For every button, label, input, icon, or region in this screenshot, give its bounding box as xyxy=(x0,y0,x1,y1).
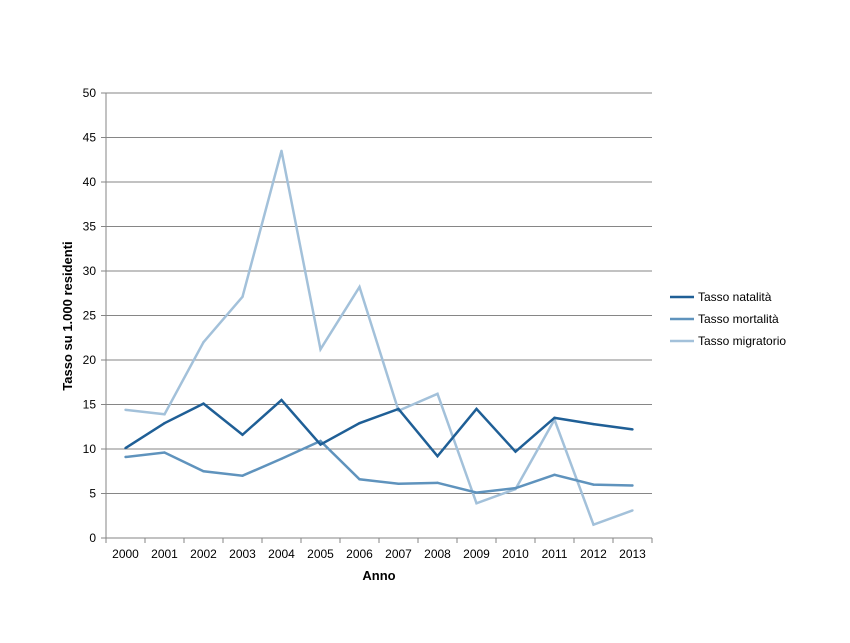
data-point xyxy=(514,486,517,490)
x-tick-label: 2007 xyxy=(385,547,412,561)
x-tick-label: 2013 xyxy=(619,547,646,561)
data-point xyxy=(319,348,322,351)
series-lines xyxy=(124,149,634,527)
data-point xyxy=(202,470,205,473)
legend-label: Tasso migratorio xyxy=(698,334,786,348)
x-tick-label: 2010 xyxy=(502,547,529,561)
axes: 0 5 10 15 20 25 30 35 40 45 50 2000 2001 2002 2003 2004… xyxy=(83,86,653,561)
data-point xyxy=(475,491,478,494)
data-point xyxy=(241,433,244,436)
data-point xyxy=(202,341,205,344)
data-point xyxy=(280,398,283,402)
x-tick-label: 2008 xyxy=(424,547,451,561)
x-tick-label: 2011 xyxy=(542,547,568,561)
x-tick-label: 2000 xyxy=(112,547,139,561)
x-tick-label: 2004 xyxy=(268,547,295,561)
x-axis-label: Anno xyxy=(362,568,395,583)
data-point xyxy=(553,416,556,420)
data-point xyxy=(358,421,361,425)
data-point xyxy=(397,482,400,485)
x-tick-label: 2003 xyxy=(229,547,256,561)
series-line-1 xyxy=(125,439,633,494)
data-point xyxy=(631,484,634,487)
data-point xyxy=(514,450,517,453)
y-tick-label: 30 xyxy=(83,264,97,278)
y-tick-label: 15 xyxy=(83,398,97,412)
legend-label: Tasso mortalità xyxy=(698,312,779,326)
y-axis-label: Tasso su 1.000 residenti xyxy=(60,241,75,390)
y-tick-label: 25 xyxy=(83,309,97,323)
y-tick-label: 0 xyxy=(89,531,96,545)
x-tick-label: 2009 xyxy=(463,547,490,561)
data-point xyxy=(319,439,322,443)
data-point xyxy=(163,421,166,425)
data-point xyxy=(124,455,127,459)
y-tick-label: 45 xyxy=(83,131,97,145)
data-point xyxy=(163,451,166,454)
data-point xyxy=(397,407,400,411)
data-point xyxy=(592,523,595,526)
y-tick-label: 5 xyxy=(89,487,96,501)
data-point xyxy=(163,413,166,416)
legend-label: Tasso natalità xyxy=(698,290,772,304)
gridlines xyxy=(106,92,652,494)
data-point xyxy=(631,509,634,512)
data-point xyxy=(358,478,361,481)
data-point xyxy=(124,446,127,450)
data-point xyxy=(436,481,439,485)
legend: Tasso natalità Tasso mortalità Tasso migra… xyxy=(670,290,786,348)
data-point xyxy=(553,473,556,477)
y-tick-label: 40 xyxy=(83,175,97,189)
data-point xyxy=(475,407,478,411)
data-point xyxy=(358,285,361,289)
data-point xyxy=(241,295,244,299)
y-tick-label: 10 xyxy=(83,442,97,456)
data-point xyxy=(280,149,283,153)
data-point xyxy=(124,408,127,412)
data-point xyxy=(475,502,478,505)
y-tick-label: 35 xyxy=(83,220,97,234)
data-point xyxy=(436,392,439,396)
x-tick-label: 2012 xyxy=(580,547,607,561)
data-point xyxy=(241,474,244,477)
y-tick-label: 20 xyxy=(83,353,97,367)
data-point xyxy=(592,422,595,426)
series-line-2 xyxy=(125,150,633,527)
data-point xyxy=(280,457,283,460)
series-line-0 xyxy=(124,398,633,459)
x-tick-label: 2005 xyxy=(307,547,334,561)
data-point xyxy=(592,483,595,486)
x-tick-label: 2006 xyxy=(346,547,373,561)
data-point xyxy=(319,443,322,446)
x-tick-label: 2001 xyxy=(151,547,178,561)
data-point xyxy=(202,402,205,405)
x-tick-label: 2002 xyxy=(190,547,217,561)
data-point xyxy=(436,454,439,458)
y-tick-label: 50 xyxy=(83,86,97,100)
data-point xyxy=(631,428,634,431)
